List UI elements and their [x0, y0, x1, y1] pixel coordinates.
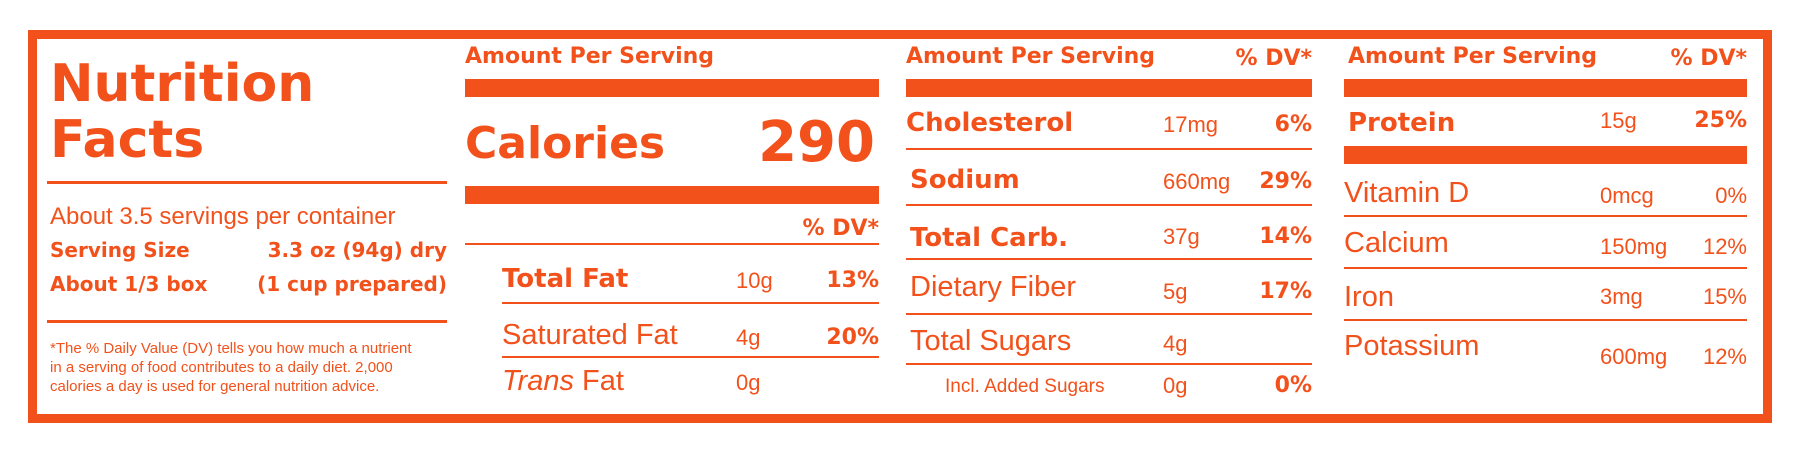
col1-thick-bar-mid: [465, 186, 879, 204]
total-carb-dv: 14%: [1259, 224, 1312, 249]
sodium-label: Sodium: [910, 165, 1020, 195]
title-line2: Facts: [50, 110, 205, 170]
col2-divider-2: [906, 258, 1312, 260]
added-sugars-dv: 0%: [1274, 373, 1312, 398]
cholesterol-amount: 17mg: [1163, 112, 1219, 137]
dietary-fiber-amount: 5g: [1163, 279, 1188, 304]
sodium-dv: 29%: [1259, 169, 1312, 194]
serving-size-value: 3.3 oz (94g) dry: [267, 238, 447, 262]
iron-label: Iron: [1344, 281, 1394, 313]
col2-thick-bar: [906, 79, 1312, 97]
col2-header: Amount Per Serving: [906, 44, 1156, 69]
added-sugars-amount: 0g: [1163, 373, 1188, 398]
col2-divider-4: [906, 363, 1312, 365]
total-carb-amount: 37g: [1163, 224, 1200, 249]
title-line1: Nutrition: [50, 54, 315, 114]
added-sugars-label: Incl. Added Sugars: [945, 376, 1105, 397]
vitamin-d-label: Vitamin D: [1344, 177, 1470, 209]
protein-label: Protein: [1348, 108, 1456, 138]
col1-divider-2: [502, 356, 879, 358]
col3-thick-bar-top: [1344, 79, 1747, 97]
total-fat-label: Total Fat: [502, 264, 629, 294]
saturated-fat-amount: 4g: [736, 325, 761, 350]
vitamin-d-dv: 0%: [1715, 183, 1747, 208]
total-sugars-label: Total Sugars: [910, 325, 1072, 357]
dietary-fiber-dv: 17%: [1259, 279, 1312, 304]
sodium-amount: 660mg: [1163, 169, 1231, 194]
protein-amount: 15g: [1600, 108, 1637, 133]
col3-divider-1: [1344, 267, 1747, 269]
trans-fat-italic: Trans: [502, 365, 574, 397]
total-fat-amount: 10g: [736, 268, 773, 293]
potassium-amount: 600mg: [1600, 344, 1668, 369]
trans-fat-amount: 0g: [736, 370, 761, 395]
potassium-label: Potassium: [1344, 330, 1480, 362]
iron-dv: 15%: [1702, 284, 1747, 309]
divider-left-top: [47, 181, 447, 184]
footnote-line1: *The % Daily Value (DV) tells you how mu…: [50, 340, 412, 357]
box-label: About 1/3 box: [50, 272, 208, 296]
calories-value: 290: [758, 110, 875, 175]
col1-divider-0: [465, 243, 879, 245]
col3-thick-bar-mid: [1344, 146, 1747, 164]
calcium-label: Calcium: [1344, 227, 1449, 259]
footnote-line2: in a serving of food contributes to a da…: [50, 359, 393, 376]
footnote-line3: calories a day is used for general nutri…: [50, 378, 380, 395]
col2-divider-3: [906, 313, 1312, 315]
footnote: *The % Daily Value (DV) tells you how mu…: [50, 339, 412, 396]
col1-thick-bar-top: [465, 79, 879, 97]
dietary-fiber-label: Dietary Fiber: [910, 271, 1076, 303]
protein-dv: 25%: [1694, 108, 1747, 133]
saturated-fat-dv: 20%: [826, 325, 879, 350]
col3-header: Amount Per Serving: [1348, 44, 1598, 69]
vitamin-d-amount: 0mcg: [1600, 183, 1654, 208]
col2-dv-header: % DV*: [1235, 46, 1313, 71]
iron-amount: 3mg: [1600, 284, 1643, 309]
col2-divider-1: [906, 204, 1312, 206]
calories-label: Calories: [465, 118, 666, 169]
servings-per-container: About 3.5 servings per container: [50, 203, 396, 230]
col3-divider-2: [1344, 319, 1747, 321]
total-carb-label: Total Carb.: [910, 223, 1069, 253]
saturated-fat-label: Saturated Fat: [502, 319, 678, 351]
total-sugars-amount: 4g: [1163, 331, 1188, 356]
col1-header: Amount Per Serving: [465, 44, 715, 69]
col1-divider-1: [502, 302, 879, 304]
trans-fat-suffix: Fat: [573, 365, 624, 397]
trans-fat-label: Trans Fat: [502, 365, 624, 398]
cholesterol-dv: 6%: [1274, 112, 1312, 137]
col3-divider-0: [1344, 215, 1747, 217]
calcium-amount: 150mg: [1600, 234, 1668, 259]
col2-divider-0: [906, 148, 1312, 150]
serving-size-label: Serving Size: [50, 238, 190, 262]
box-value: (1 cup prepared): [257, 272, 447, 296]
potassium-dv: 12%: [1702, 344, 1747, 369]
divider-left-bottom: [47, 320, 447, 323]
calcium-dv: 12%: [1702, 234, 1747, 259]
col1-dv-header: % DV*: [802, 216, 880, 241]
col3-dv-header: % DV*: [1670, 46, 1748, 71]
cholesterol-label: Cholesterol: [906, 108, 1074, 138]
total-fat-dv: 13%: [826, 268, 879, 293]
